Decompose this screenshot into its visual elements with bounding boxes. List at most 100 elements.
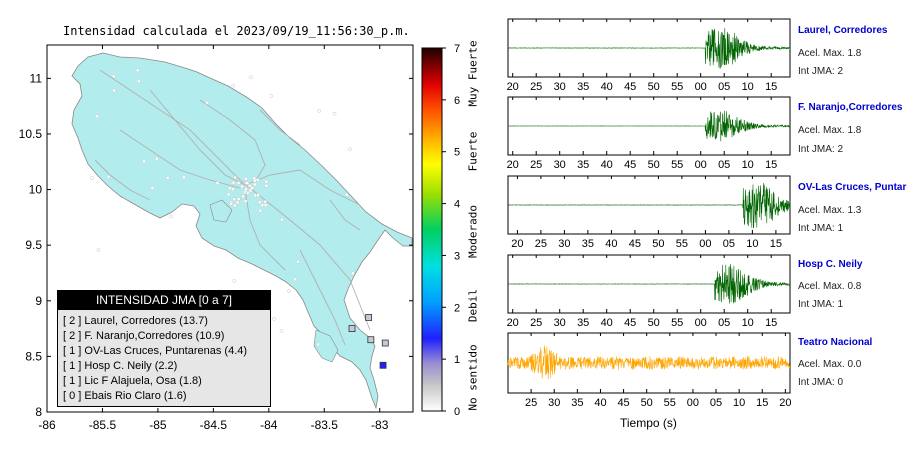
- waveform-tick-label: 50: [652, 238, 664, 250]
- station-jma: Int JMA: 1: [798, 223, 844, 234]
- waveform-trace: [507, 264, 791, 304]
- waveform-tick-label: 30: [558, 238, 570, 250]
- town-dot: [240, 184, 244, 189]
- waveform-tick-label: 35: [577, 317, 589, 329]
- station-jma: Int JMA: 2: [798, 144, 844, 155]
- waveform-trace: [507, 345, 791, 380]
- waveform-tick-label: 20: [511, 238, 523, 250]
- map-lon-tick-label: -83.5: [311, 418, 339, 432]
- waveform-trace: [507, 183, 791, 228]
- town-dot: [256, 193, 260, 198]
- waveform-tick-label: 55: [671, 159, 683, 171]
- legend-row: [ 1 ] Hosp C. Neily (2.2): [63, 360, 178, 372]
- town-dot: [248, 75, 253, 80]
- intensity-legend: INTENSIDAD JMA [0 a 7] [ 2 ] Laurel, Cor…: [57, 290, 271, 407]
- colorbar-tick-label: 4: [454, 199, 460, 211]
- town-dot: [316, 342, 321, 347]
- station-accel: Acel. Max. 0.0: [798, 359, 862, 370]
- map-lon-tick-label: -83: [371, 418, 389, 432]
- waveform-tick-label: 05: [718, 317, 730, 329]
- map-axis-ticks: -86 -85.5 -85 -84.5 -84 -83.5 -83 8 8.5 9 9.5 10 10.…: [19, 45, 413, 432]
- station-name: OV-Las Cruces, Puntar: [798, 182, 907, 193]
- town-dot: [250, 186, 254, 190]
- map-title: Intensidad calculada el 2023/09/19_11:56…: [63, 24, 410, 38]
- station-accel: Acel. Max. 0.8: [798, 281, 862, 292]
- town-dot: [169, 214, 173, 219]
- map-lat-tick-label: 8.5: [25, 349, 42, 363]
- waveform-tick-label: 05: [718, 159, 730, 171]
- town-dot: [280, 217, 284, 222]
- town-dot: [95, 114, 99, 119]
- station-name: F. Naranjo,Corredores: [798, 102, 903, 113]
- station-marker: [365, 314, 373, 321]
- waveform-tick-label: 10: [742, 317, 754, 329]
- waveform-tick-label: 35: [577, 159, 589, 171]
- colorbar-tick-label: 1: [454, 354, 460, 366]
- waveform-tick-label: 35: [571, 397, 583, 409]
- town-dot: [90, 176, 94, 180]
- map-lat-tick-label: 11: [30, 71, 43, 85]
- town-dot: [236, 181, 241, 185]
- osa-peninsula: [313, 329, 339, 363]
- station-marker: [348, 325, 356, 332]
- waveform-tick-label: 00: [695, 81, 707, 93]
- waveform-tick-label: 20: [507, 81, 519, 93]
- waveform-tick-label: 10: [742, 81, 754, 93]
- town-dot: [236, 197, 241, 201]
- town-dot: [264, 183, 269, 188]
- waveform-tick-label: 00: [695, 159, 707, 171]
- town-dot: [332, 111, 337, 116]
- town-dot: [258, 200, 262, 205]
- town-dot: [228, 186, 232, 191]
- waveform-tick-label: 05: [718, 81, 730, 93]
- waveform-tick-label: 55: [671, 81, 683, 93]
- waveform-tick-label: 55: [671, 317, 683, 329]
- station-jma: Int JMA: 1: [798, 299, 844, 310]
- map-station-markers: [348, 314, 389, 369]
- waveform-panel: 20 25 30 35 40 45 50 55 00 05 10 15: [507, 254, 791, 329]
- waveform-tick-label: 10: [746, 238, 758, 250]
- waveform-trace: [507, 110, 791, 142]
- map-roads: [94, 69, 371, 346]
- waveform-tick-label: 40: [601, 317, 613, 329]
- costa-rica-landmass: [71, 52, 413, 410]
- town-dot: [241, 194, 246, 199]
- map-lat-tick-label: 8: [35, 405, 42, 419]
- map-lon-tick-label: -84: [260, 418, 278, 432]
- town-dot: [248, 188, 253, 193]
- waveform-tick-label: 30: [548, 397, 560, 409]
- map-lat-tick-label: 10: [29, 183, 43, 197]
- colorbar-tick-label: 0: [454, 406, 460, 418]
- station-jma: Int JMA: 0: [798, 377, 844, 388]
- waveform-tick-label: 15: [770, 238, 782, 250]
- waveform-tick-label: 20: [507, 159, 519, 171]
- waveform-tick-label: 45: [624, 317, 636, 329]
- waveform-tick-label: 00: [695, 317, 707, 329]
- town-dot: [235, 200, 240, 205]
- colorbar-tick-label: 2: [454, 302, 460, 314]
- town-dot: [229, 201, 234, 206]
- station-marker: [381, 339, 389, 347]
- waveform-tick-label: 45: [617, 397, 629, 409]
- town-dot: [142, 159, 146, 164]
- waveform-tick-label: 50: [641, 397, 653, 409]
- colorbar-tick-label: 6: [454, 95, 460, 107]
- station-marker: [367, 336, 375, 344]
- town-dot: [260, 203, 265, 207]
- town-dot: [111, 74, 116, 79]
- waveform-panel: 20 25 30 35 40 45 50 55 00 05 10 15: [507, 18, 791, 93]
- station-marker: [379, 361, 387, 369]
- legend-row: [ 1 ] Lic F Alajuela, Osa (1.8): [63, 375, 202, 387]
- town-dot: [253, 182, 257, 187]
- town-dot: [272, 317, 277, 321]
- town-dot: [244, 176, 248, 181]
- waveform-tick-label: 35: [577, 81, 589, 93]
- colorbar-ticks: 0 1 2 3 4 5 6 7: [442, 43, 460, 418]
- colorbar-tick-label: 5: [454, 147, 460, 159]
- station-jma: Int JMA: 2: [798, 66, 844, 77]
- intensity-colorbar: [421, 47, 443, 412]
- waveform-tick-label: 05: [710, 397, 722, 409]
- town-dot: [244, 181, 249, 185]
- town-dot: [226, 192, 231, 197]
